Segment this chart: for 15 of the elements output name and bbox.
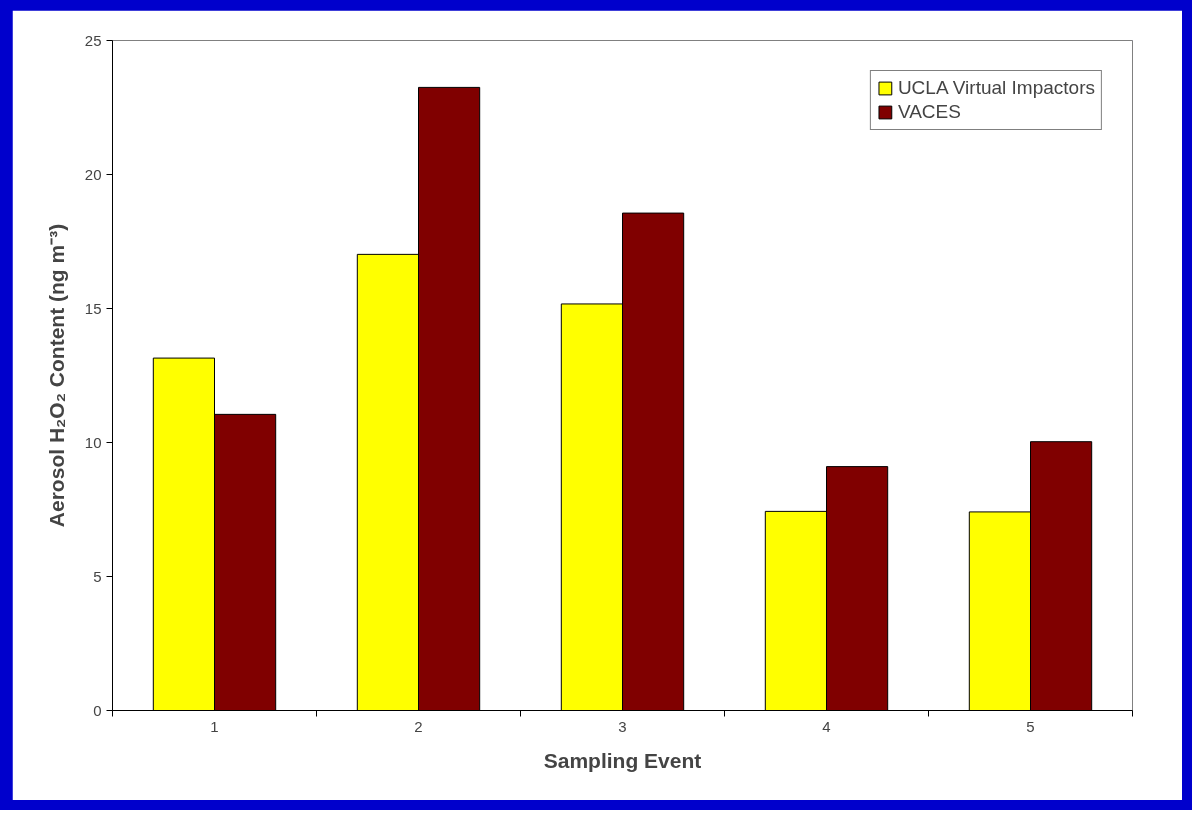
y-axis-title: Aerosol H₂O₂ Content (ng m⁻³): [44, 223, 68, 528]
y-tick-label: 0: [93, 701, 102, 719]
x-tick-label: 1: [210, 717, 219, 735]
y-tick-label: 25: [84, 31, 102, 49]
y-tick-label: 20: [84, 165, 102, 183]
legend-label: UCLA Virtual Impactors: [897, 77, 1095, 99]
x-axis-title: Sampling Event: [543, 748, 702, 772]
x-tick-label: 3: [618, 717, 627, 735]
x-tick-label: 2: [414, 717, 423, 735]
x-tick-label: 4: [822, 717, 831, 735]
y-tick-label: 15: [84, 299, 102, 317]
x-tick-label: 5: [1026, 717, 1035, 735]
y-tick-label: 10: [84, 433, 102, 451]
y-tick-label: 5: [93, 567, 102, 585]
legend-label: VACES: [897, 101, 961, 123]
